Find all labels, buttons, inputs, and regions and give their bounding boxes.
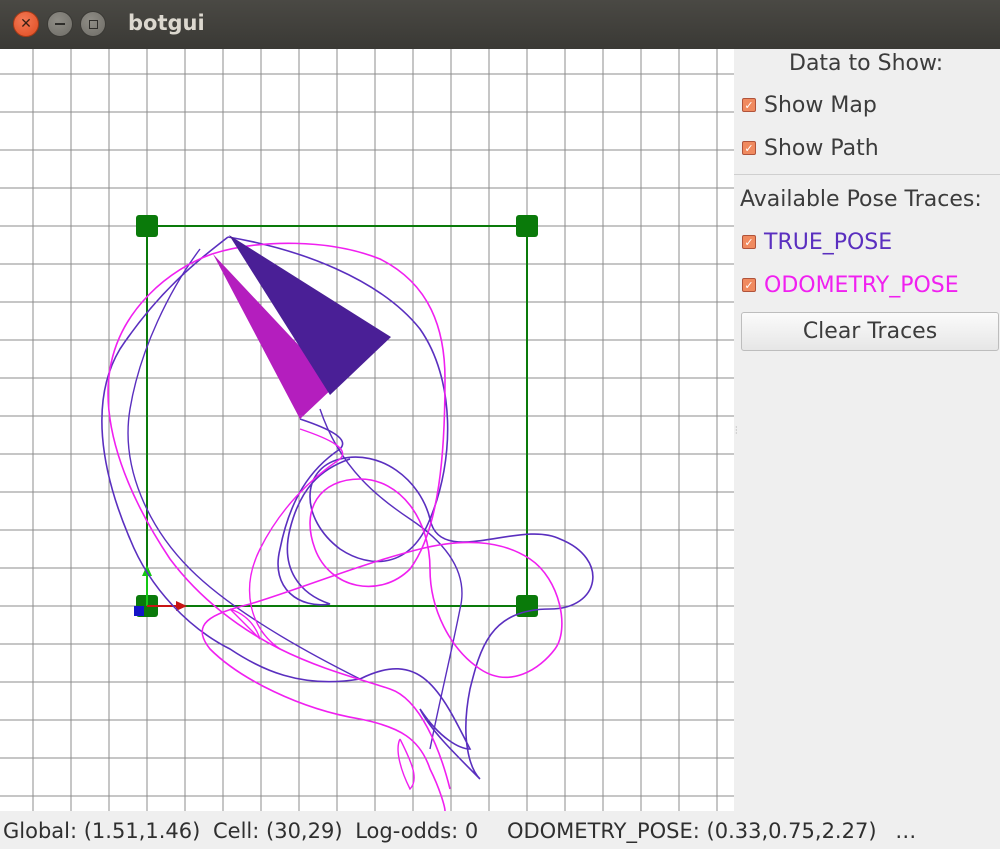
- status-logodds: Log-odds: 0: [355, 819, 479, 843]
- minimize-window-button[interactable]: [47, 11, 73, 37]
- map-canvas[interactable]: [0, 49, 734, 811]
- title-bar: ✕ botgui: [0, 0, 1000, 49]
- show-map-label: Show Map: [764, 92, 877, 118]
- odometry-pose-checkbox[interactable]: ✓: [742, 278, 756, 292]
- waypoint-marker: [516, 215, 538, 237]
- show-map-checkbox[interactable]: ✓: [742, 98, 756, 112]
- maximize-icon: [88, 19, 98, 29]
- data-to-show-heading: Data to Show:: [789, 51, 944, 76]
- available-pose-traces-heading: Available Pose Traces:: [740, 187, 982, 212]
- trace-option-true-pose[interactable]: ✓ TRUE_POSE: [742, 227, 892, 257]
- close-icon: ✕: [20, 16, 32, 32]
- origin-axes: [134, 565, 187, 616]
- trace-option-odometry-pose[interactable]: ✓ ODOMETRY_POSE: [742, 270, 959, 300]
- show-path-label: Show Path: [764, 135, 879, 161]
- odometry-pose-trace-2: [229, 428, 415, 791]
- waypoint-marker: [136, 215, 158, 237]
- status-global: Global: (1.51,1.46): [3, 819, 201, 843]
- waypoint-marker: [516, 595, 538, 617]
- close-window-button[interactable]: ✕: [13, 11, 39, 37]
- show-path-option[interactable]: ✓ Show Path: [742, 133, 879, 163]
- odometry-pose-marker: [213, 254, 336, 419]
- odometry-pose-label: ODOMETRY_POSE: [764, 272, 959, 298]
- maximize-window-button[interactable]: [80, 11, 106, 37]
- true-pose-marker: [229, 235, 391, 395]
- status-pose: ODOMETRY_POSE: (0.33,0.75,2.27): [506, 819, 877, 843]
- map-view[interactable]: [0, 49, 734, 811]
- status-ellipsis: …: [895, 819, 917, 843]
- grid: [0, 49, 734, 811]
- side-panel: Data to Show: ✓ Show Map ✓ Show Path Ava…: [734, 49, 1000, 811]
- true-pose-label: TRUE_POSE: [764, 229, 893, 255]
- show-path-checkbox[interactable]: ✓: [742, 141, 756, 155]
- status-bar: Global: (1.51,1.46) Cell: (30,29) Log-od…: [0, 811, 1000, 849]
- status-cell: Cell: (30,29): [213, 819, 343, 843]
- true-pose-checkbox[interactable]: ✓: [742, 235, 756, 249]
- odometry-pose-trace: [107, 242, 563, 811]
- splitter-handle[interactable]: · · ·: [735, 423, 738, 438]
- window-title: botgui: [128, 11, 205, 35]
- panel-separator: [734, 174, 1000, 175]
- true-pose-trace-2: [127, 248, 463, 750]
- show-map-option[interactable]: ✓ Show Map: [742, 90, 877, 120]
- minimize-icon: [55, 23, 65, 25]
- clear-traces-button[interactable]: Clear Traces: [741, 312, 999, 351]
